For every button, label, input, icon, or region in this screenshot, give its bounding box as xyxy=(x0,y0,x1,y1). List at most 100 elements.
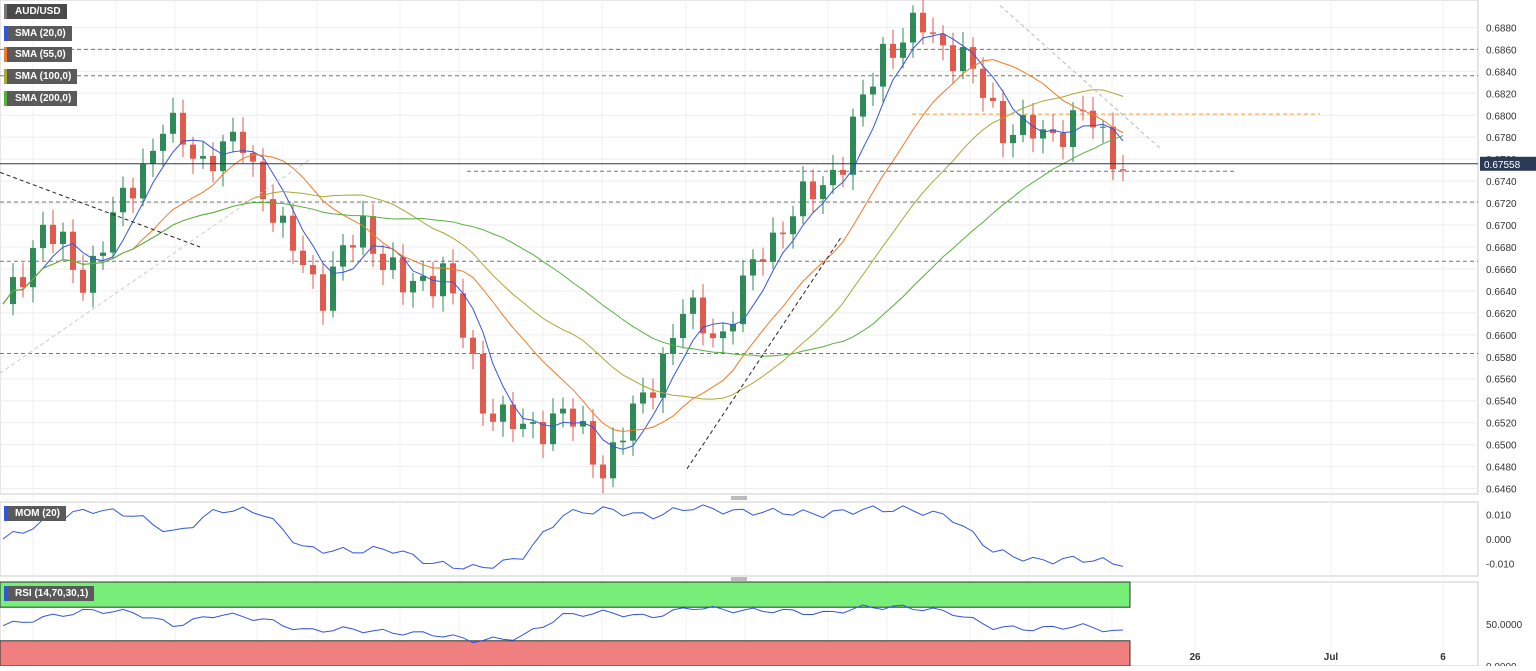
y-tick-label: 0.6560 xyxy=(1486,375,1517,386)
candle-body xyxy=(840,169,846,175)
x-tick-label: 26 xyxy=(1189,652,1201,663)
y-tick-label: 0.6640 xyxy=(1486,287,1517,298)
candle-body xyxy=(620,440,626,443)
candle-body xyxy=(670,338,676,354)
candle-body xyxy=(780,232,786,235)
candle-body xyxy=(580,421,586,427)
candle-body xyxy=(570,408,576,427)
candle-body xyxy=(790,216,796,235)
candle-body xyxy=(770,232,776,262)
candle-body xyxy=(960,47,966,72)
current-price-badge xyxy=(1480,156,1536,171)
legend-sma100[interactable]: SMA (100,0) xyxy=(4,69,78,84)
candle-body xyxy=(1110,126,1116,170)
candle-body xyxy=(170,112,176,134)
candle-body xyxy=(1020,115,1026,135)
candle-body xyxy=(740,275,746,325)
rsi-y-tick: 50.0000 xyxy=(1486,620,1523,631)
candle-body xyxy=(680,313,686,339)
candle-body xyxy=(90,255,96,293)
trend-line xyxy=(0,171,201,248)
trend-line xyxy=(686,235,843,470)
candle-body xyxy=(860,94,866,117)
candle-body xyxy=(880,43,886,87)
candle-body xyxy=(760,259,766,262)
y-tick-label: 0.6800 xyxy=(1486,111,1517,122)
candle-body xyxy=(1060,133,1066,147)
candle-body xyxy=(590,421,596,465)
candle-body xyxy=(500,404,506,422)
candle-body xyxy=(250,152,256,162)
candle-body xyxy=(310,265,316,275)
candle-body xyxy=(300,250,306,266)
candle-body xyxy=(1120,169,1126,171)
candle-body xyxy=(190,144,196,159)
candle-body xyxy=(520,423,526,429)
legend-instrument[interactable]: AUD/USD xyxy=(4,4,67,19)
candle-body xyxy=(550,413,556,445)
candle-body xyxy=(290,215,296,251)
candle-body xyxy=(890,43,896,58)
candle-body xyxy=(1000,100,1006,144)
candle-body xyxy=(820,185,826,200)
candle-body xyxy=(710,333,716,339)
candle-body xyxy=(1090,110,1096,128)
candle-body xyxy=(240,131,246,153)
legend-sma20[interactable]: SMA (20,0) xyxy=(4,26,72,41)
y-tick-label: 0.6580 xyxy=(1486,353,1517,364)
legend-mom[interactable]: MOM (20) xyxy=(4,506,66,521)
legend-sma200[interactable]: SMA (200,0) xyxy=(4,91,78,106)
candle-body xyxy=(980,68,986,98)
candle-body xyxy=(610,442,616,479)
legend-sma55[interactable]: SMA (55,0) xyxy=(4,47,72,62)
mom-line xyxy=(2,504,1124,570)
candle-body xyxy=(150,150,156,164)
sma200-line xyxy=(2,135,1124,357)
rsi-y-tick: 0.0000 xyxy=(1486,662,1517,666)
mom-y-tick: 0.000 xyxy=(1486,535,1511,546)
mom-y-tick: 0.010 xyxy=(1486,510,1511,521)
candle-body xyxy=(130,187,136,199)
candle-body xyxy=(850,116,856,175)
candle-body xyxy=(540,422,546,445)
candle-body xyxy=(870,86,876,95)
candle-body xyxy=(40,224,46,249)
candle-body xyxy=(1050,129,1056,134)
legend-rsi[interactable]: RSI (14,70,30,1) xyxy=(4,586,95,601)
rsi-line xyxy=(2,604,1124,644)
candle-body xyxy=(120,187,126,213)
y-tick-label: 0.6500 xyxy=(1486,441,1517,452)
candle-body xyxy=(1040,129,1046,139)
candle-body xyxy=(230,131,236,142)
y-tick-label: 0.6820 xyxy=(1486,89,1517,100)
candle-body xyxy=(200,156,206,159)
candle-body xyxy=(750,259,756,276)
y-tick-label: 0.6740 xyxy=(1486,177,1517,188)
candle-body xyxy=(700,297,706,334)
candle-body xyxy=(800,181,806,217)
y-tick-label: 0.6540 xyxy=(1486,397,1517,408)
sma55-line xyxy=(2,59,1124,432)
candle-body xyxy=(330,266,336,311)
candle-body xyxy=(440,263,446,297)
y-tick-label: 0.6880 xyxy=(1486,23,1517,34)
y-tick-label: 0.6600 xyxy=(1486,331,1517,342)
y-tick-label: 0.6520 xyxy=(1486,419,1517,430)
candle-body xyxy=(720,331,726,339)
candle-body xyxy=(260,161,266,200)
y-tick-label: 0.6720 xyxy=(1486,199,1517,210)
candle-body xyxy=(1100,126,1106,128)
candle-body xyxy=(280,215,286,223)
candle-body xyxy=(400,257,406,293)
y-tick-label: 0.6860 xyxy=(1486,45,1517,56)
candle-body xyxy=(490,413,496,422)
current-price-label: 0.67558 xyxy=(1484,160,1521,171)
candle-body xyxy=(70,231,76,270)
y-tick-label: 0.6680 xyxy=(1486,243,1517,254)
sma20-line xyxy=(2,32,1124,450)
y-tick-label: 0.6460 xyxy=(1486,485,1517,496)
candle-body xyxy=(20,277,26,288)
candle-body xyxy=(270,199,276,223)
